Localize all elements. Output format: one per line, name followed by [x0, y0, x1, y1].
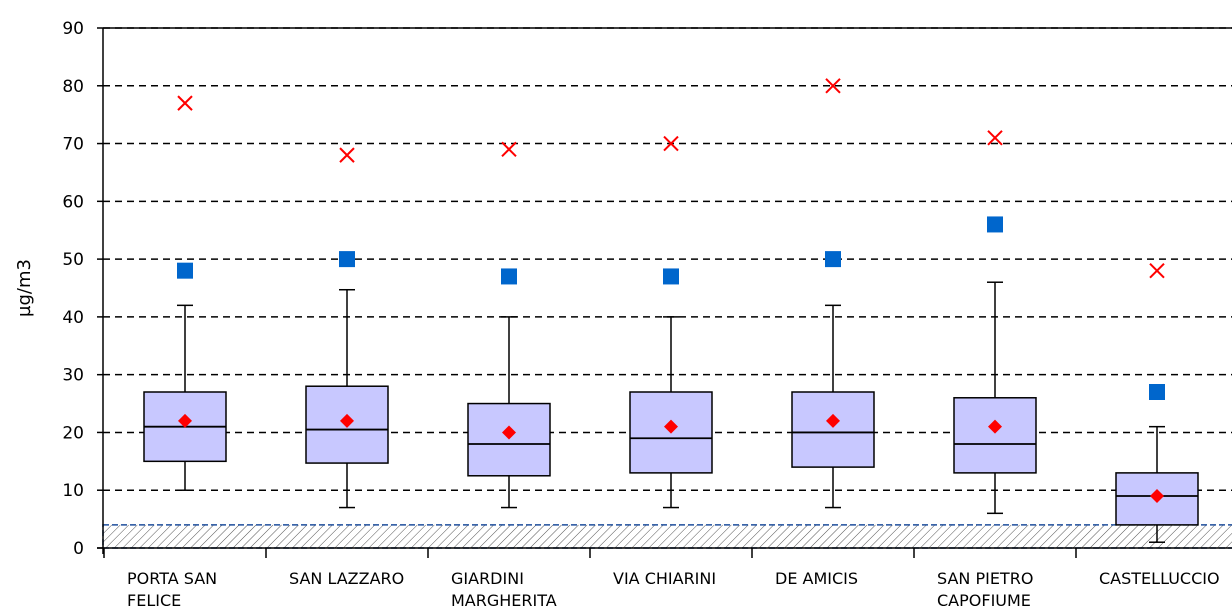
y-tick-label: 10	[62, 481, 84, 501]
y-tick-label: 30	[62, 366, 84, 386]
category-label: FELICE	[127, 591, 181, 610]
y-tick-label: 80	[62, 77, 84, 97]
box-group	[467, 141, 551, 509]
category-label: GIARDINI	[451, 569, 524, 588]
cross-marker	[987, 130, 1003, 146]
y-tick-label: 90	[62, 19, 84, 39]
square-marker	[501, 268, 517, 285]
box-iqr	[953, 397, 1037, 474]
box-iqr	[467, 402, 551, 477]
square-marker	[339, 251, 355, 268]
square-marker	[987, 216, 1003, 233]
mean-marker	[988, 419, 1002, 434]
box-iqr	[791, 391, 875, 468]
mean-marker	[664, 419, 678, 434]
x-tick-labels: PORTA SAN FELICE SAN LAZZARO GIARDINI MARGHE…	[127, 569, 1220, 610]
square-marker	[663, 268, 679, 285]
cross-marker	[177, 95, 193, 111]
square-marker	[825, 251, 841, 268]
cross-marker	[825, 78, 841, 94]
boxes	[143, 78, 1199, 543]
category-label: PORTA SAN	[127, 569, 217, 588]
mean-marker	[178, 413, 192, 428]
box-group	[1115, 262, 1199, 543]
category-label: VIA CHIARINI	[613, 569, 716, 588]
mean-marker	[826, 413, 840, 428]
category-label: CASTELLUCCIO	[1099, 569, 1220, 588]
y-tick-labels: 0 10 20 30 40 50 60 70 80 90	[62, 19, 84, 559]
category-label: SAN PIETRO	[937, 569, 1033, 588]
square-marker	[1149, 384, 1165, 400]
box-group	[629, 135, 713, 509]
y-tick-label: 50	[62, 250, 84, 270]
y-tick-label: 70	[62, 135, 84, 155]
cross-marker	[663, 135, 679, 152]
box-group	[791, 78, 875, 509]
mean-marker	[502, 425, 516, 440]
cross-marker	[1149, 262, 1165, 279]
mean-marker	[340, 413, 354, 428]
box-group	[305, 147, 389, 509]
box-group	[953, 130, 1037, 515]
category-label: DE AMICIS	[775, 569, 858, 588]
y-tick-label: 40	[62, 308, 84, 328]
hatched-band-rect	[102, 524, 1232, 549]
category-label: CAPOFIUME	[937, 591, 1031, 610]
hatched-band	[102, 524, 1232, 549]
category-label: MARGHERITA	[451, 591, 557, 610]
y-tick-label: 60	[62, 192, 84, 212]
mean-marker	[1150, 489, 1164, 503]
box-group	[143, 95, 227, 491]
y-tick-label: 0	[73, 539, 84, 559]
cross-marker	[339, 147, 355, 163]
y-tick-label: 20	[62, 423, 84, 443]
square-marker	[177, 262, 193, 279]
cross-marker	[501, 141, 517, 158]
y-axis-label: µg/m3	[14, 259, 35, 317]
axes	[97, 27, 1232, 558]
category-label: SAN LAZZARO	[289, 569, 404, 588]
